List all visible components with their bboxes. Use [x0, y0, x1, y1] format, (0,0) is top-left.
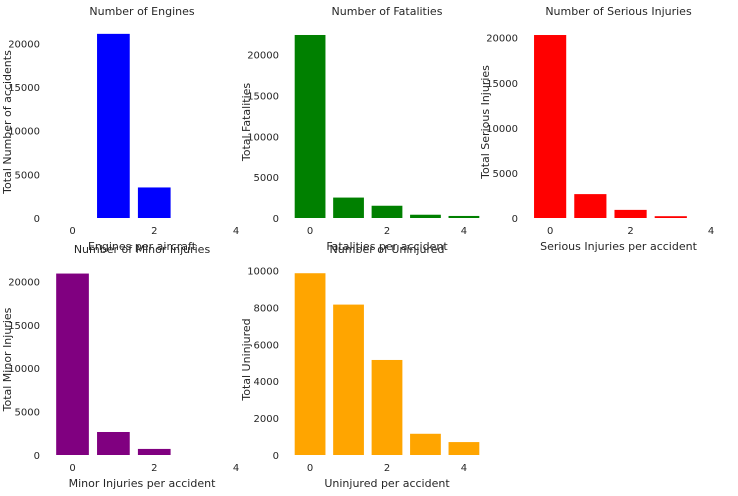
y-tick-label: 15000: [486, 79, 518, 90]
x-tick-label: 2: [627, 226, 633, 237]
y-tick-label: 5000: [493, 169, 518, 180]
y-tick-label: 5000: [15, 170, 40, 181]
chart-title: Number of Uninjured: [330, 243, 445, 256]
subplot-4: 0 2 4 0 5000 10000 15000 20000 Number of Minor I…: [1, 243, 239, 490]
x-tick-label: 4: [461, 463, 467, 474]
y-tick-label: 5000: [15, 408, 40, 419]
bar: [448, 442, 480, 455]
y-tick-label: 6000: [254, 340, 279, 351]
bar: [56, 273, 89, 455]
bar: [294, 34, 326, 219]
bar: [333, 197, 364, 218]
x-axis-label: Engines per aircraft: [88, 240, 197, 253]
x-tick-label: 2: [151, 463, 157, 474]
y-tick-label: 0: [273, 214, 279, 225]
y-tick-label: 10000: [247, 266, 279, 277]
bar: [137, 187, 171, 218]
x-tick-label: 0: [69, 463, 75, 474]
y-tick-label: 8000: [254, 303, 279, 314]
x-tick-label: 0: [69, 226, 75, 237]
x-tick-label: 0: [307, 463, 313, 474]
subplot-1: 0 2 4 0 5000 10000 15000 20000 Number of Engines…: [1, 5, 239, 253]
subplot-5: 0 2 4 0 2000 4000 6000 8000 10000 Number of Uninj…: [240, 243, 480, 490]
y-tick-label: 10000: [247, 132, 279, 143]
x-axis-label: Uninjured per accident: [324, 477, 450, 490]
y-tick-label: 20000: [8, 277, 40, 288]
x-tick-label: 4: [233, 226, 239, 237]
x-axis-label: Serious Injuries per accident: [540, 240, 697, 253]
y-axis-label: Total Serious Injuries: [479, 65, 492, 180]
y-tick-label: 0: [34, 451, 40, 462]
x-tick-label: 2: [384, 463, 390, 474]
bar: [574, 194, 607, 218]
bar: [534, 35, 567, 218]
bar: [333, 304, 364, 455]
x-tick-label: 0: [307, 226, 313, 237]
y-tick-label: 2000: [254, 414, 279, 425]
x-tick-label: 0: [547, 226, 553, 237]
x-tick-label: 2: [384, 226, 390, 237]
chart-title: Number of Engines: [89, 5, 194, 18]
y-tick-label: 0: [273, 451, 279, 462]
bar: [410, 214, 441, 218]
y-tick-label: 0: [512, 214, 518, 225]
bar: [371, 205, 403, 218]
y-tick-label: 15000: [8, 321, 40, 332]
bar: [654, 216, 687, 218]
x-tick-label: 4: [233, 463, 239, 474]
x-axis-label: Minor Injuries per accident: [69, 477, 216, 490]
bar: [410, 433, 441, 455]
y-tick-label: 10000: [8, 127, 40, 138]
y-tick-label: 15000: [247, 91, 279, 102]
chart-title: Number of Fatalities: [332, 5, 443, 18]
y-tick-label: 0: [34, 214, 40, 225]
y-tick-label: 5000: [254, 173, 279, 184]
bar: [448, 215, 480, 218]
x-axis-label: Fatalities per accident: [326, 240, 448, 253]
x-tick-label: 4: [461, 226, 467, 237]
subplot-2: 0 2 4 0 5000 10000 15000 20000 Number of Fatalit…: [240, 5, 480, 253]
bar: [97, 33, 130, 218]
y-tick-label: 15000: [8, 83, 40, 94]
y-tick-label: 10000: [8, 364, 40, 375]
y-axis-label: Total Number of accidents: [1, 50, 14, 195]
chart-title: Number of Minor Injuries: [74, 243, 211, 256]
y-tick-label: 10000: [486, 124, 518, 135]
y-tick-label: 20000: [486, 34, 518, 45]
bar: [97, 431, 130, 455]
bar: [614, 209, 647, 218]
bar: [294, 273, 326, 455]
bar: [371, 359, 403, 455]
chart-title: Number of Serious Injuries: [545, 5, 692, 18]
x-tick-label: 4: [708, 226, 714, 237]
y-tick-label: 20000: [8, 39, 40, 50]
y-axis-label: Total Uninjured: [240, 318, 253, 401]
y-tick-label: 20000: [247, 51, 279, 62]
subplot-3: 0 2 4 0 5000 10000 15000 20000 Number of Serious…: [479, 5, 714, 253]
y-axis-label: Total Minor Injuries: [1, 307, 14, 412]
y-tick-label: 4000: [254, 377, 279, 388]
x-tick-label: 2: [151, 226, 157, 237]
bar: [137, 448, 171, 455]
y-axis-label: Total Fatalities: [240, 83, 253, 163]
